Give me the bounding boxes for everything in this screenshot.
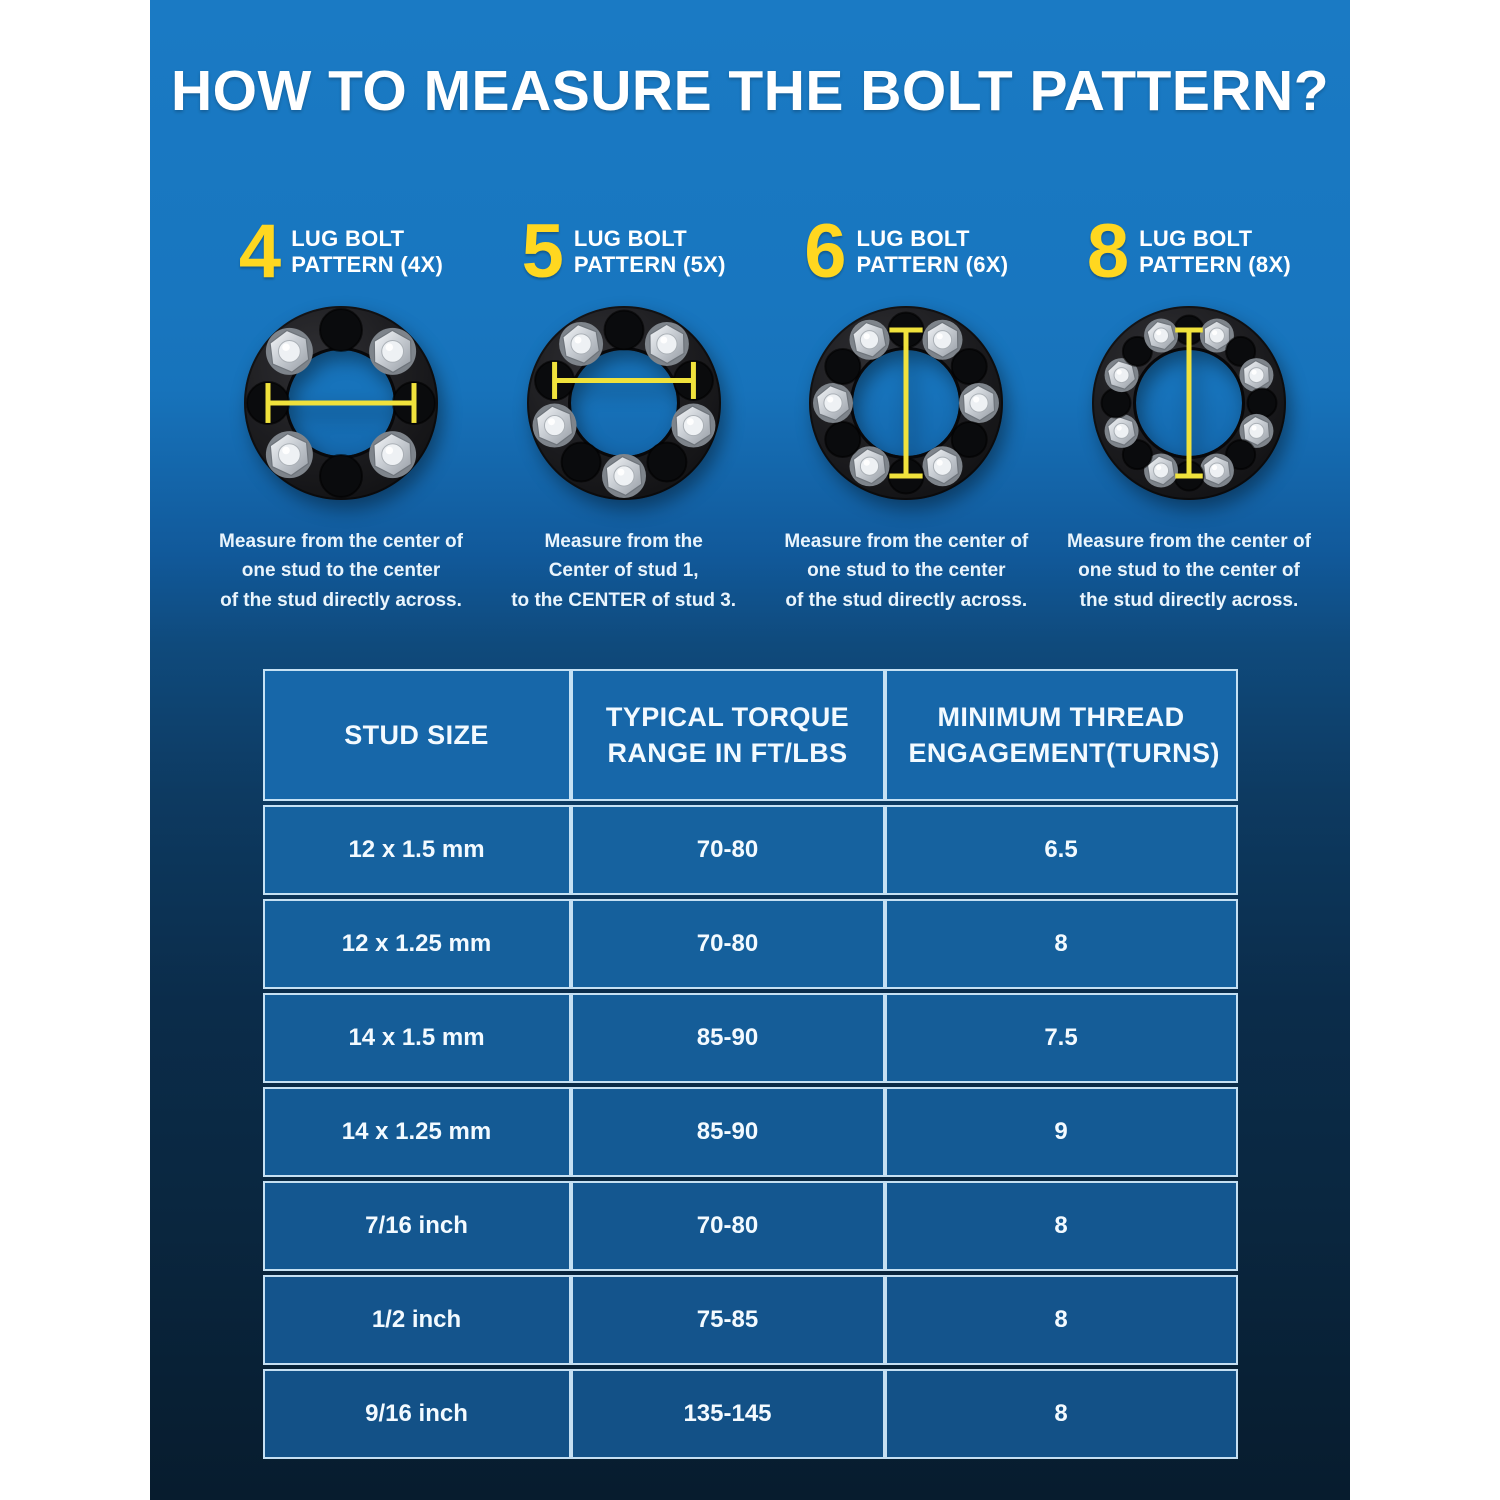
table-row: 14 x 1.25 mm 85-90 9 bbox=[262, 1087, 1238, 1178]
instruction-line: Measure from the center of bbox=[1067, 531, 1311, 552]
instruction-line: of the stud directly across. bbox=[785, 589, 1028, 611]
lug-pattern-label: LUG BOLT PATTERN (8X) bbox=[1139, 226, 1291, 279]
wheel-spacer-image-wrap bbox=[1079, 293, 1299, 513]
lug-count-number: 8 bbox=[1086, 208, 1130, 294]
thread-engagement-cell: 8 bbox=[884, 1369, 1238, 1460]
stud-size-cell: 14 x 1.25 mm bbox=[262, 1087, 571, 1178]
torque-range-cell: 70-80 bbox=[570, 805, 885, 896]
torque-range-cell: 70-80 bbox=[570, 899, 885, 990]
thread-engagement-cell: 9 bbox=[884, 1087, 1238, 1178]
thread-engagement-cell: 8 bbox=[884, 1275, 1238, 1366]
lug-pattern-5-column: 5 LUG BOLT PATTERN (5X) Measure from the… bbox=[488, 208, 760, 615]
lug-pattern-label: LUG BOLT PATTERN (5X) bbox=[574, 226, 726, 279]
pattern-label-line1: LUG BOLT bbox=[291, 225, 405, 251]
col-header-stud-size: STUD SIZE bbox=[262, 669, 571, 802]
thread-engagement-cell: 8 bbox=[884, 899, 1238, 990]
thread-engagement-cell: 6.5 bbox=[884, 805, 1238, 896]
wheel-spacer-6-lug-image bbox=[809, 306, 1004, 500]
lug-count-number: 4 bbox=[238, 208, 282, 294]
measure-line bbox=[265, 383, 417, 423]
measure-instruction: Measure from the center of one stud to t… bbox=[219, 527, 463, 615]
measure-instruction: Measure from the Center of stud 1, to th… bbox=[511, 527, 736, 615]
wheel-spacer-image-wrap bbox=[231, 293, 451, 513]
pattern-label-line2: PATTERN (6X) bbox=[856, 252, 1009, 277]
stud-size-cell: 12 x 1.25 mm bbox=[262, 899, 571, 990]
table-row: 9/16 inch 135-145 8 bbox=[262, 1369, 1238, 1460]
lug-pattern-4-header: 4 LUG BOLT PATTERN (4X) bbox=[238, 208, 443, 294]
wheel-spacer-8-lug-image bbox=[1091, 306, 1286, 500]
stud-size-cell: 12 x 1.5 mm bbox=[262, 805, 571, 896]
instruction-line: the stud directly across. bbox=[1079, 589, 1299, 611]
instruction-line: to the CENTER of stud 3. bbox=[511, 589, 737, 611]
measure-line bbox=[1175, 327, 1203, 479]
page-title: HOW TO MEASURE THE BOLT PATTERN? bbox=[170, 59, 1330, 123]
instruction-line: one stud to the center bbox=[807, 560, 1006, 582]
wheel-spacer-5-lug-image bbox=[526, 306, 721, 500]
stud-size-cell: 7/16 inch bbox=[262, 1181, 571, 1272]
torque-range-cell: 75-85 bbox=[570, 1275, 885, 1366]
lug-pattern-4-column: 4 LUG BOLT PATTERN (4X) Measure from the… bbox=[205, 208, 477, 615]
thread-engagement-cell: 8 bbox=[884, 1181, 1238, 1272]
stud-size-cell: 14 x 1.5 mm bbox=[262, 993, 571, 1084]
instruction-line: one stud to the center of bbox=[1078, 560, 1300, 582]
lug-pattern-8-column: 8 LUG BOLT PATTERN (8X) Measure from the… bbox=[1053, 208, 1325, 615]
lug-count-number: 5 bbox=[521, 208, 564, 294]
wheel-spacer-image-wrap bbox=[514, 293, 734, 513]
col-header-thread-engagement: MINIMUM THREAD ENGAGEMENT(TURNS) bbox=[884, 669, 1238, 802]
lug-pattern-6-header: 6 LUG BOLT PATTERN (6X) bbox=[804, 208, 1009, 294]
torque-range-cell: 135-145 bbox=[570, 1369, 885, 1460]
lug-pattern-8-header: 8 LUG BOLT PATTERN (8X) bbox=[1086, 208, 1291, 294]
pattern-label-line1: LUG BOLT bbox=[1139, 225, 1253, 251]
torque-range-cell: 85-90 bbox=[570, 1087, 885, 1178]
measure-line bbox=[551, 361, 696, 399]
lug-patterns-row: 4 LUG BOLT PATTERN (4X) Measure from the… bbox=[150, 124, 1350, 615]
lug-pattern-label: LUG BOLT PATTERN (4X) bbox=[291, 226, 443, 279]
pattern-label-line2: PATTERN (5X) bbox=[573, 252, 726, 277]
torque-table-section: STUD SIZE TYPICAL TORQUE RANGE IN FT/LBS… bbox=[150, 665, 1350, 1463]
instruction-line: Measure from the center of bbox=[784, 531, 1029, 552]
pattern-label-line1: LUG BOLT bbox=[573, 225, 688, 251]
thread-engagement-cell: 7.5 bbox=[884, 993, 1238, 1084]
wheel-spacer-image-wrap bbox=[796, 293, 1016, 513]
measure-instruction: Measure from the center of one stud to t… bbox=[1067, 527, 1311, 615]
table-header-row: STUD SIZE TYPICAL TORQUE RANGE IN FT/LBS… bbox=[262, 669, 1238, 802]
pattern-label-line2: PATTERN (8X) bbox=[1139, 252, 1292, 277]
col-header-torque-range: TYPICAL TORQUE RANGE IN FT/LBS bbox=[570, 669, 885, 802]
infographic-panel: HOW TO MEASURE THE BOLT PATTERN? 4 LUG B… bbox=[150, 0, 1350, 1500]
instruction-line: Measure from the bbox=[544, 531, 703, 552]
stud-size-cell: 9/16 inch bbox=[262, 1369, 571, 1460]
table-row: 7/16 inch 70-80 8 bbox=[262, 1181, 1238, 1272]
measure-line bbox=[889, 327, 923, 479]
table-row: 12 x 1.25 mm 70-80 8 bbox=[262, 899, 1238, 990]
instruction-line: Center of stud 1, bbox=[548, 560, 699, 582]
pattern-label-line2: PATTERN (4X) bbox=[291, 252, 444, 277]
lug-pattern-5-header: 5 LUG BOLT PATTERN (5X) bbox=[521, 208, 726, 294]
instruction-line: one stud to the center bbox=[241, 560, 441, 582]
table-row: 14 x 1.5 mm 85-90 7.5 bbox=[262, 993, 1238, 1084]
stud-size-cell: 1/2 inch bbox=[262, 1275, 571, 1366]
pattern-label-line1: LUG BOLT bbox=[856, 225, 970, 251]
table-row: 1/2 inch 75-85 8 bbox=[262, 1275, 1238, 1366]
wheel-spacer-4-lug-image bbox=[244, 306, 438, 500]
torque-range-cell: 85-90 bbox=[570, 993, 885, 1084]
torque-range-cell: 70-80 bbox=[570, 1181, 885, 1272]
lug-count-number: 6 bbox=[804, 208, 847, 294]
torque-table: STUD SIZE TYPICAL TORQUE RANGE IN FT/LBS… bbox=[262, 665, 1238, 1463]
measure-instruction: Measure from the center of one stud to t… bbox=[784, 527, 1028, 615]
table-row: 12 x 1.5 mm 70-80 6.5 bbox=[262, 805, 1238, 896]
lug-pattern-label: LUG BOLT PATTERN (6X) bbox=[857, 226, 1009, 279]
lug-pattern-6-column: 6 LUG BOLT PATTERN (6X) Measure from the… bbox=[770, 208, 1042, 615]
instruction-line: of the stud directly across. bbox=[220, 589, 462, 611]
instruction-line: Measure from the center of bbox=[219, 531, 463, 552]
